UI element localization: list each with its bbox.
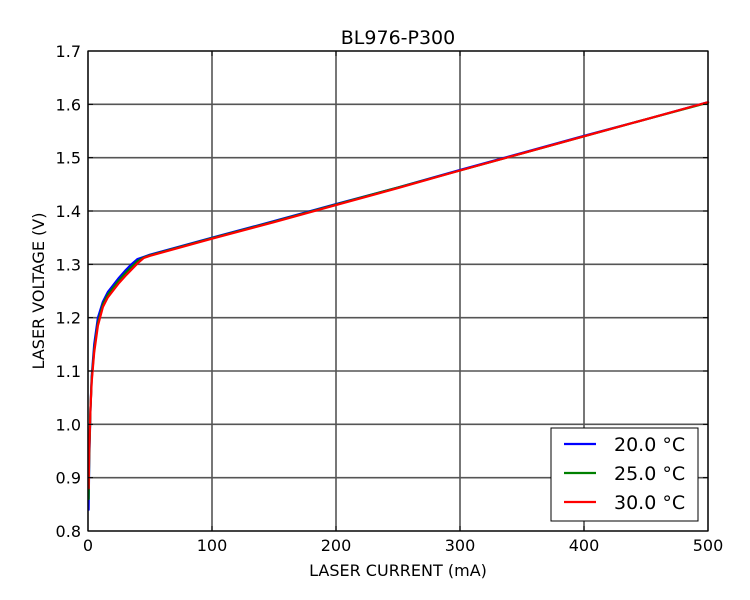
y-tick-label: 1.0: [56, 415, 81, 434]
y-tick-label: 1.7: [56, 42, 81, 61]
y-tick-label: 0.9: [56, 469, 81, 488]
tick-labels: 0 100 200 300 400 500 0.8 0.9 1.0 1.1 1.2 1.3 1.4 1.5…: [56, 42, 724, 555]
y-tick-label: 1.2: [56, 309, 81, 328]
x-tick-label: 100: [197, 536, 228, 555]
x-tick-label: 0: [83, 536, 93, 555]
x-tick-label: 300: [445, 536, 476, 555]
legend: 20.0 °C 25.0 °C 30.0 °C: [550, 427, 699, 522]
x-axis-label: LASER CURRENT (mA): [309, 561, 487, 580]
y-tick-label: 1.6: [56, 95, 81, 114]
y-tick-label: 1.4: [56, 202, 81, 221]
y-tick-label: 1.1: [56, 362, 81, 381]
chart-title: BL976-P300: [341, 27, 455, 49]
legend-label-30c: 30.0 °C: [614, 492, 685, 514]
y-tick-label: 1.5: [56, 149, 81, 168]
plot-frame: [87, 50, 709, 532]
legend-label-25c: 25.0 °C: [614, 463, 685, 485]
x-tick-label: 200: [321, 536, 352, 555]
series-layer: [87, 101, 710, 511]
x-tick-label: 400: [569, 536, 600, 555]
y-axis-label: LASER VOLTAGE (V): [29, 213, 48, 370]
y-tick-label: 1.3: [56, 255, 81, 274]
y-tick-label: 0.8: [56, 522, 81, 541]
legend-label-20c: 20.0 °C: [614, 434, 685, 456]
grid-lines: [87, 50, 709, 532]
tick-marks: [87, 50, 709, 532]
x-tick-label: 500: [693, 536, 724, 555]
series-line-2: [87, 101, 710, 490]
